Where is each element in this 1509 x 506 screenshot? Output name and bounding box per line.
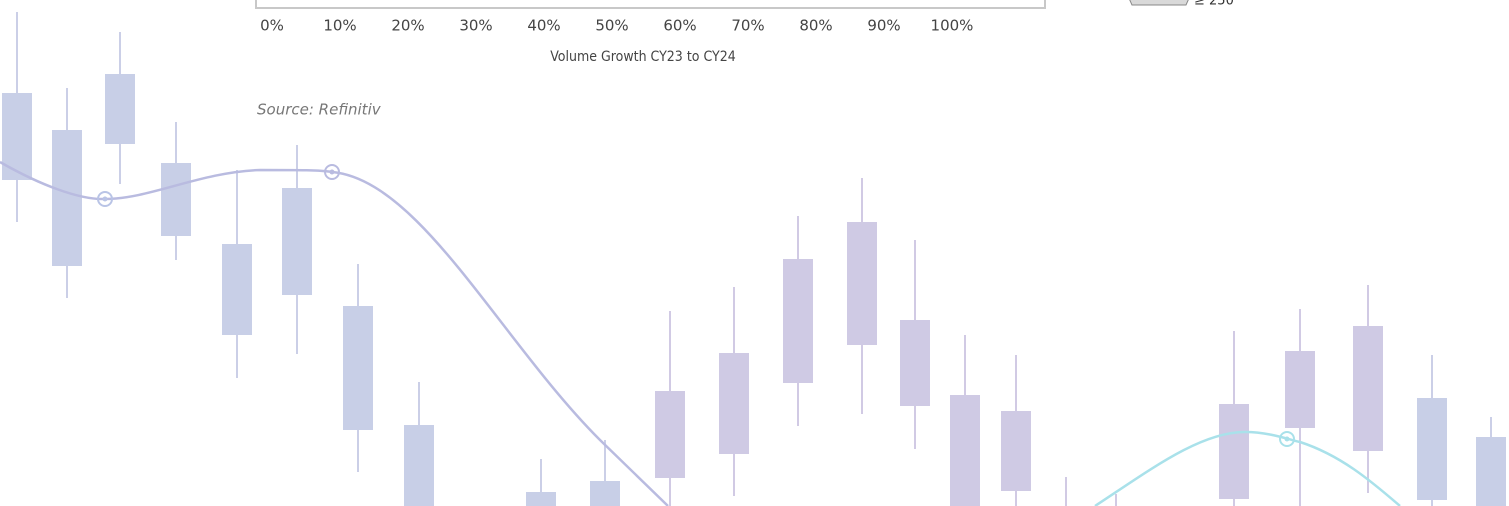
x-tick-label: 60%: [663, 17, 696, 35]
chart-frame: [255, 0, 1046, 9]
x-axis: 0% 10% 20% 30% 40% 50% 60% 70% 80% 90% 100%: [260, 17, 973, 35]
x-axis-title: Volume Growth CY23 to CY24: [550, 49, 735, 65]
x-tick-label: 30%: [459, 17, 492, 35]
source-note: Source: Refinitiv: [257, 101, 382, 119]
background-curves: [0, 160, 1401, 506]
x-tick-label: 10%: [323, 17, 356, 35]
background-candles: [2, 12, 1506, 506]
x-tick-label: 20%: [391, 17, 424, 35]
x-tick-label: 0%: [260, 17, 284, 35]
x-tick-label: 90%: [867, 17, 900, 35]
x-tick-label: 50%: [595, 17, 628, 35]
x-tick-label: 80%: [799, 17, 832, 35]
legend-swatch: [1129, 0, 1189, 6]
x-tick-label: 70%: [731, 17, 764, 35]
legend-label: ≥ 250: [1194, 0, 1234, 9]
x-tick-label: 40%: [527, 17, 560, 35]
x-tick-label: 100%: [931, 17, 974, 35]
